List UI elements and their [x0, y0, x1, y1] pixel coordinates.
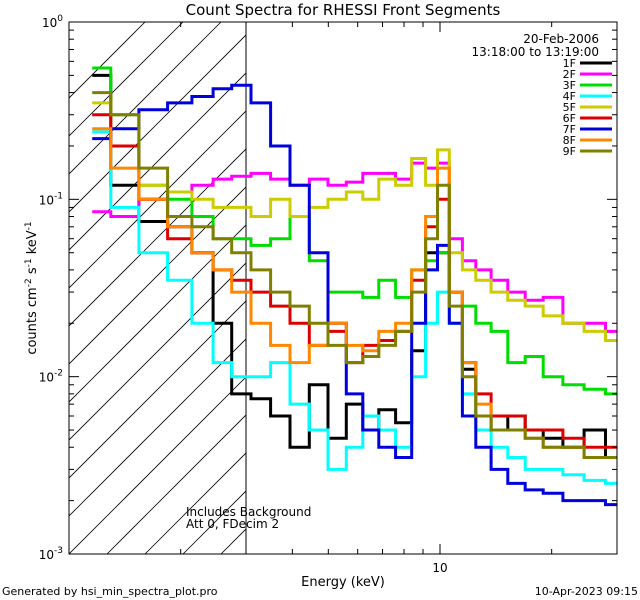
footer-generator: Generated by hsi_min_spectra_plot.pro: [2, 585, 218, 598]
series-3F-line: [92, 66, 617, 396]
hatch-line: [69, 72, 247, 251]
legend-label-9F: 9F: [563, 145, 576, 158]
series-5F-line: [92, 101, 617, 342]
hatch-line: [69, 148, 247, 327]
series-7F-line: [92, 83, 617, 507]
y-axis-label: counts cm-2 s-1 keV-1: [24, 221, 40, 354]
legend-label-6F: 6F: [563, 112, 576, 125]
y-tick-label: 10-1: [39, 191, 63, 207]
annotation-attenuator: Att 0, FDecim 2: [186, 517, 279, 531]
hatch-line: [69, 22, 222, 175]
hatch-line: [69, 186, 247, 365]
chart-title: Count Spectra for RHESSI Front Segments: [186, 1, 501, 19]
y-tick-label: 100: [42, 14, 63, 30]
y-axis-ticks: 10-3 10-2 10-1 100: [39, 14, 617, 562]
hatch-line: [69, 34, 247, 213]
y-tick-label: 10-2: [39, 369, 63, 385]
date-label: 20-Feb-2006: [523, 32, 599, 46]
series-2F-line: [92, 161, 617, 333]
hatch-line: [69, 224, 247, 403]
time-range-label: 13:18:00 to 13:19:00: [472, 45, 599, 59]
hatch-line: [69, 338, 247, 517]
footer-timestamp: 10-Apr-2023 09:15: [535, 585, 638, 598]
excluded-energy-hatch: [69, 22, 247, 554]
hatch-line: [144, 452, 247, 554]
date-block: 20-Feb-2006 13:18:00 to 13:19:00: [472, 32, 599, 59]
legend-label-1F: 1F: [563, 57, 576, 70]
x-tick-label: 10: [432, 561, 447, 575]
legend-label-5F: 5F: [563, 101, 576, 114]
hatch-line: [69, 22, 184, 137]
legend-label-7F: 7F: [563, 123, 576, 136]
hatch-line: [69, 300, 247, 479]
plot-frame: [68, 21, 618, 555]
y-tick-label: 10-3: [39, 546, 63, 562]
legend-label-2F: 2F: [563, 68, 576, 81]
legend-label-4F: 4F: [563, 90, 576, 103]
legend-label-3F: 3F: [563, 79, 576, 92]
hatch-line: [69, 376, 247, 554]
x-axis-label: Energy (keV): [301, 575, 385, 590]
annotation-background: Includes Background: [186, 505, 311, 519]
series-9F-line: [92, 91, 617, 459]
hatch-line: [69, 262, 247, 441]
legend-label-8F: 8F: [563, 134, 576, 147]
series-group: [92, 66, 617, 507]
hatch-line: [106, 414, 247, 554]
